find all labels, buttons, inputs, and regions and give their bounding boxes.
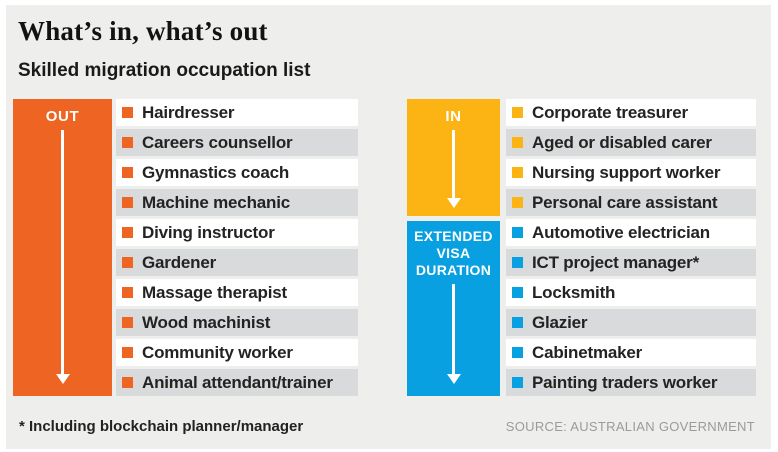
bullet-square-icon xyxy=(122,197,133,208)
arrow-shaft xyxy=(61,130,64,374)
item-label: ICT project manager* xyxy=(532,252,699,272)
list-item: Animal attendant/trainer xyxy=(116,369,358,396)
out-list: Hairdresser Careers counsellor Gymnastics … xyxy=(116,99,358,396)
source-credit: SOURCE: AUSTRALIAN GOVERNMENT xyxy=(505,419,755,434)
list-item: Gymnastics coach xyxy=(116,159,358,186)
list-item: Nursing support worker xyxy=(506,159,756,186)
list-item: ICT project manager* xyxy=(506,249,756,276)
bullet-square-icon xyxy=(512,197,523,208)
bullet-square-icon xyxy=(512,167,523,178)
bullet-square-icon xyxy=(512,137,523,148)
down-arrow-icon xyxy=(55,130,70,384)
footer: * Including blockchain planner/manager S… xyxy=(19,418,755,435)
list-item: Corporate treasurer xyxy=(506,99,756,126)
list-item: Locksmith xyxy=(506,279,756,306)
list-item: Hairdresser xyxy=(116,99,358,126)
extended-visa-arrow-block: EXTENDED VISA DURATION xyxy=(407,221,500,396)
item-label: Massage therapist xyxy=(142,282,287,302)
list-item: Massage therapist xyxy=(116,279,358,306)
item-label: Machine mechanic xyxy=(142,192,290,212)
list-item: Diving instructor xyxy=(116,219,358,246)
footnote: * Including blockchain planner/manager xyxy=(19,418,304,435)
list-item: Wood machinist xyxy=(116,309,358,336)
item-label: Gardener xyxy=(142,252,216,272)
bullet-square-icon xyxy=(512,287,523,298)
item-label: Animal attendant/trainer xyxy=(142,372,333,392)
list-item: Painting traders worker xyxy=(506,369,756,396)
item-label: Painting traders worker xyxy=(532,372,718,392)
item-label: Careers counsellor xyxy=(142,132,293,152)
item-label: Wood machinist xyxy=(142,312,271,332)
item-label: Hairdresser xyxy=(142,102,235,122)
item-label: Nursing support worker xyxy=(532,162,721,182)
list-item: Aged or disabled carer xyxy=(506,129,756,156)
arrow-shaft xyxy=(452,284,455,374)
page-subtitle: Skilled migration occupation list xyxy=(18,60,311,81)
in-arrow-column: IN EXTENDED VISA DURATION xyxy=(407,99,500,396)
list-item: Glazier xyxy=(506,309,756,336)
list-item: Machine mechanic xyxy=(116,189,358,216)
item-label: Gymnastics coach xyxy=(142,162,290,182)
item-label: Community worker xyxy=(142,342,293,362)
bullet-square-icon xyxy=(122,347,133,358)
arrow-head xyxy=(446,198,461,208)
item-label: Glazier xyxy=(532,312,588,332)
item-label: Personal care assistant xyxy=(532,192,718,212)
arrow-head xyxy=(55,374,70,384)
bullet-square-icon xyxy=(122,227,133,238)
list-item: Cabinetmaker xyxy=(506,339,756,366)
item-label: Automotive electrician xyxy=(532,222,710,242)
bullet-square-icon xyxy=(512,257,523,268)
bullet-square-icon xyxy=(122,137,133,148)
in-arrow-block: IN xyxy=(407,99,500,216)
out-arrow-block: OUT xyxy=(13,99,112,396)
item-label: Cabinetmaker xyxy=(532,342,643,362)
header: What’s in, what’s out Skilled migration … xyxy=(6,5,771,83)
bullet-square-icon xyxy=(122,317,133,328)
arrow-head xyxy=(446,374,461,384)
bullet-square-icon xyxy=(512,377,523,388)
out-label: OUT xyxy=(45,108,80,125)
bullet-square-icon xyxy=(122,287,133,298)
list-item: Personal care assistant xyxy=(506,189,756,216)
item-label: Locksmith xyxy=(532,282,616,302)
bullet-square-icon xyxy=(122,107,133,118)
item-label: Corporate treasurer xyxy=(532,102,688,122)
bullet-square-icon xyxy=(122,377,133,388)
in-extended-list: Corporate treasurer Aged or disabled care… xyxy=(506,99,756,396)
down-arrow-icon xyxy=(446,284,461,384)
infographic-panel: What’s in, what’s out Skilled migration … xyxy=(6,5,771,449)
bullet-square-icon xyxy=(122,257,133,268)
list-item: Careers counsellor xyxy=(116,129,358,156)
content-columns: OUT Hairdresser Careers counsellor Gymnast… xyxy=(13,99,756,396)
bullet-square-icon xyxy=(512,347,523,358)
bullet-square-icon xyxy=(512,227,523,238)
item-label: Diving instructor xyxy=(142,222,275,242)
bullet-square-icon xyxy=(122,167,133,178)
down-arrow-icon xyxy=(446,130,461,208)
page-title: What’s in, what’s out xyxy=(18,16,268,46)
bullet-square-icon xyxy=(512,107,523,118)
list-item: Community worker xyxy=(116,339,358,366)
bullet-square-icon xyxy=(512,317,523,328)
list-item: Automotive electrician xyxy=(506,219,756,246)
extended-visa-label: EXTENDED VISA DURATION xyxy=(414,228,493,278)
in-group: IN EXTENDED VISA DURATION xyxy=(407,99,756,396)
in-label: IN xyxy=(445,108,462,125)
arrow-shaft xyxy=(452,130,455,198)
item-label: Aged or disabled carer xyxy=(532,132,712,152)
list-item: Gardener xyxy=(116,249,358,276)
out-group: OUT Hairdresser Careers counsellor Gymnast… xyxy=(13,99,358,396)
